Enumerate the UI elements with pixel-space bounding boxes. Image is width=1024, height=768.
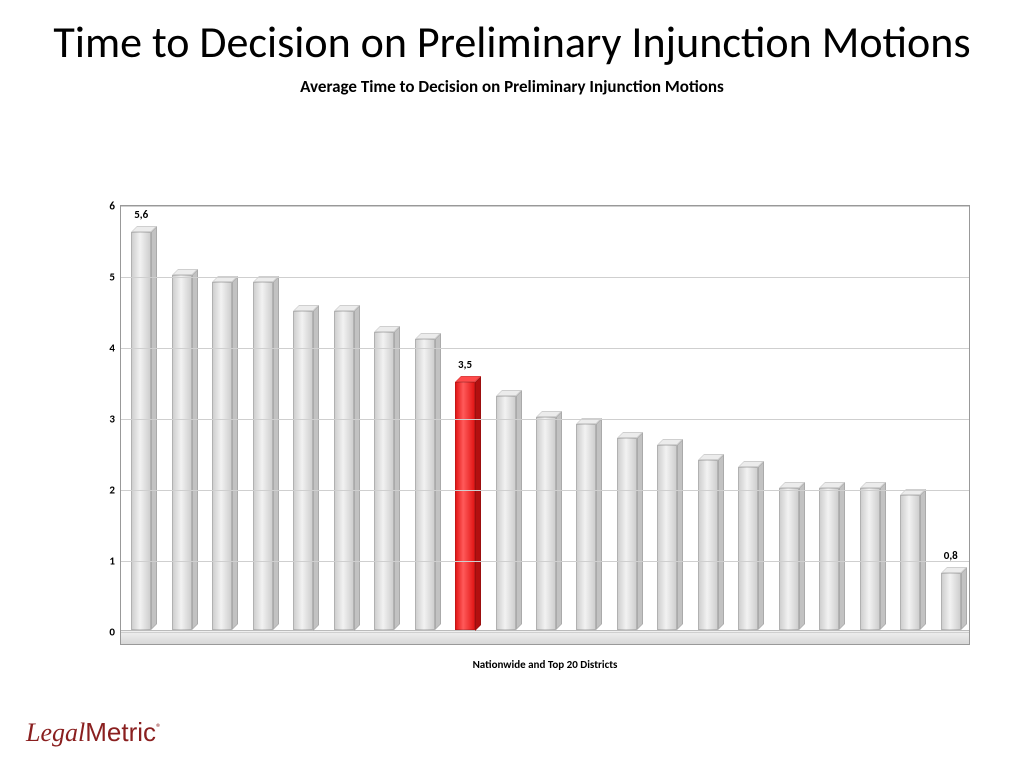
bar (698, 460, 718, 630)
logo-part1: Legal (26, 718, 85, 747)
bar: 0,8 (941, 573, 961, 630)
bar (172, 275, 192, 630)
bar (738, 467, 758, 630)
y-tick: 3 (109, 413, 115, 426)
gridline (121, 419, 969, 420)
bar (576, 424, 596, 630)
y-tick: 0 (109, 626, 115, 639)
chart-title: Average Time to Decision on Preliminary … (0, 76, 1024, 97)
bar (819, 488, 839, 630)
y-tick: 1 (109, 555, 115, 568)
gridline (121, 277, 969, 278)
y-tick: 2 (109, 484, 115, 497)
gridline (121, 490, 969, 491)
bar (657, 445, 677, 630)
plot-area: 5,63,50,8 0123456 (120, 205, 970, 645)
data-label: 5,6 (134, 208, 148, 221)
y-tick: 5 (109, 271, 115, 284)
gridline (121, 206, 969, 207)
bar (253, 282, 273, 630)
logo-reg: ® (156, 721, 162, 734)
bar: 5,6 (131, 232, 151, 630)
bar (293, 311, 313, 631)
bar (212, 282, 232, 630)
gridline (121, 348, 969, 349)
chart: Months from Motion Filing 5,63,50,8 0123… (60, 195, 990, 685)
bars-container: 5,6 3,5 0,8 (121, 206, 969, 630)
bar (536, 417, 556, 630)
bar (415, 339, 435, 630)
gridline (121, 632, 969, 633)
bar (374, 332, 394, 630)
slide-title: Time to Decision on Preliminary Injuncti… (0, 0, 1024, 66)
gridline (121, 561, 969, 562)
bar (860, 488, 880, 630)
bar (779, 488, 799, 630)
y-tick: 4 (109, 342, 115, 355)
logo: LegalMetric® (26, 716, 162, 748)
bar (900, 495, 920, 630)
logo-part2: Metric (85, 717, 156, 747)
bar (617, 438, 637, 630)
data-label: 3,5 (458, 358, 472, 371)
y-tick: 6 (109, 200, 115, 213)
bar (334, 311, 354, 631)
x-axis-label: Nationwide and Top 20 Districts (120, 658, 970, 671)
bar (496, 396, 516, 630)
